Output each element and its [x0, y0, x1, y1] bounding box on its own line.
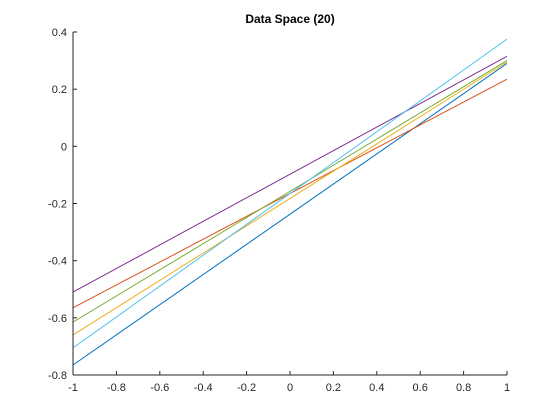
axes-layer: -1 -0.8 -0.6 -0.4 -0.2 0 0.2 0.4 0.6 0.8 1-0.8-0.6… [48, 27, 510, 394]
series-line-4 [72, 55, 508, 293]
x-tick-label: -0.4 [194, 382, 213, 394]
y-tick-label: -0.8 [48, 370, 67, 382]
x-tick-label: -1 [68, 382, 78, 394]
series-line-1 [72, 63, 508, 366]
x-tick-label: -0.8 [107, 382, 126, 394]
series-line-5 [72, 60, 508, 323]
series-line-6 [72, 38, 508, 349]
chart-title: Data Space (20) [245, 12, 334, 26]
x-tick-label: -0.2 [237, 382, 256, 394]
y-tick-label: 0.4 [52, 27, 67, 39]
x-tick-label: 0.8 [456, 382, 471, 394]
y-tick-label: -0.6 [48, 313, 67, 325]
x-tick-label: 0.6 [413, 382, 428, 394]
y-tick-label: 0.2 [52, 84, 67, 96]
series-layer [72, 38, 508, 366]
x-tick-label: 1 [504, 382, 510, 394]
x-tick-label: 0 [287, 382, 293, 394]
series-line-3 [72, 61, 508, 336]
x-tick-label: 0.2 [326, 382, 341, 394]
y-tick-label: -0.2 [48, 199, 67, 211]
y-tick-label: 0 [61, 141, 67, 153]
y-tick-label: -0.4 [48, 256, 67, 268]
x-tick-label: -0.6 [150, 382, 169, 394]
x-tick-label: 0.4 [369, 382, 384, 394]
